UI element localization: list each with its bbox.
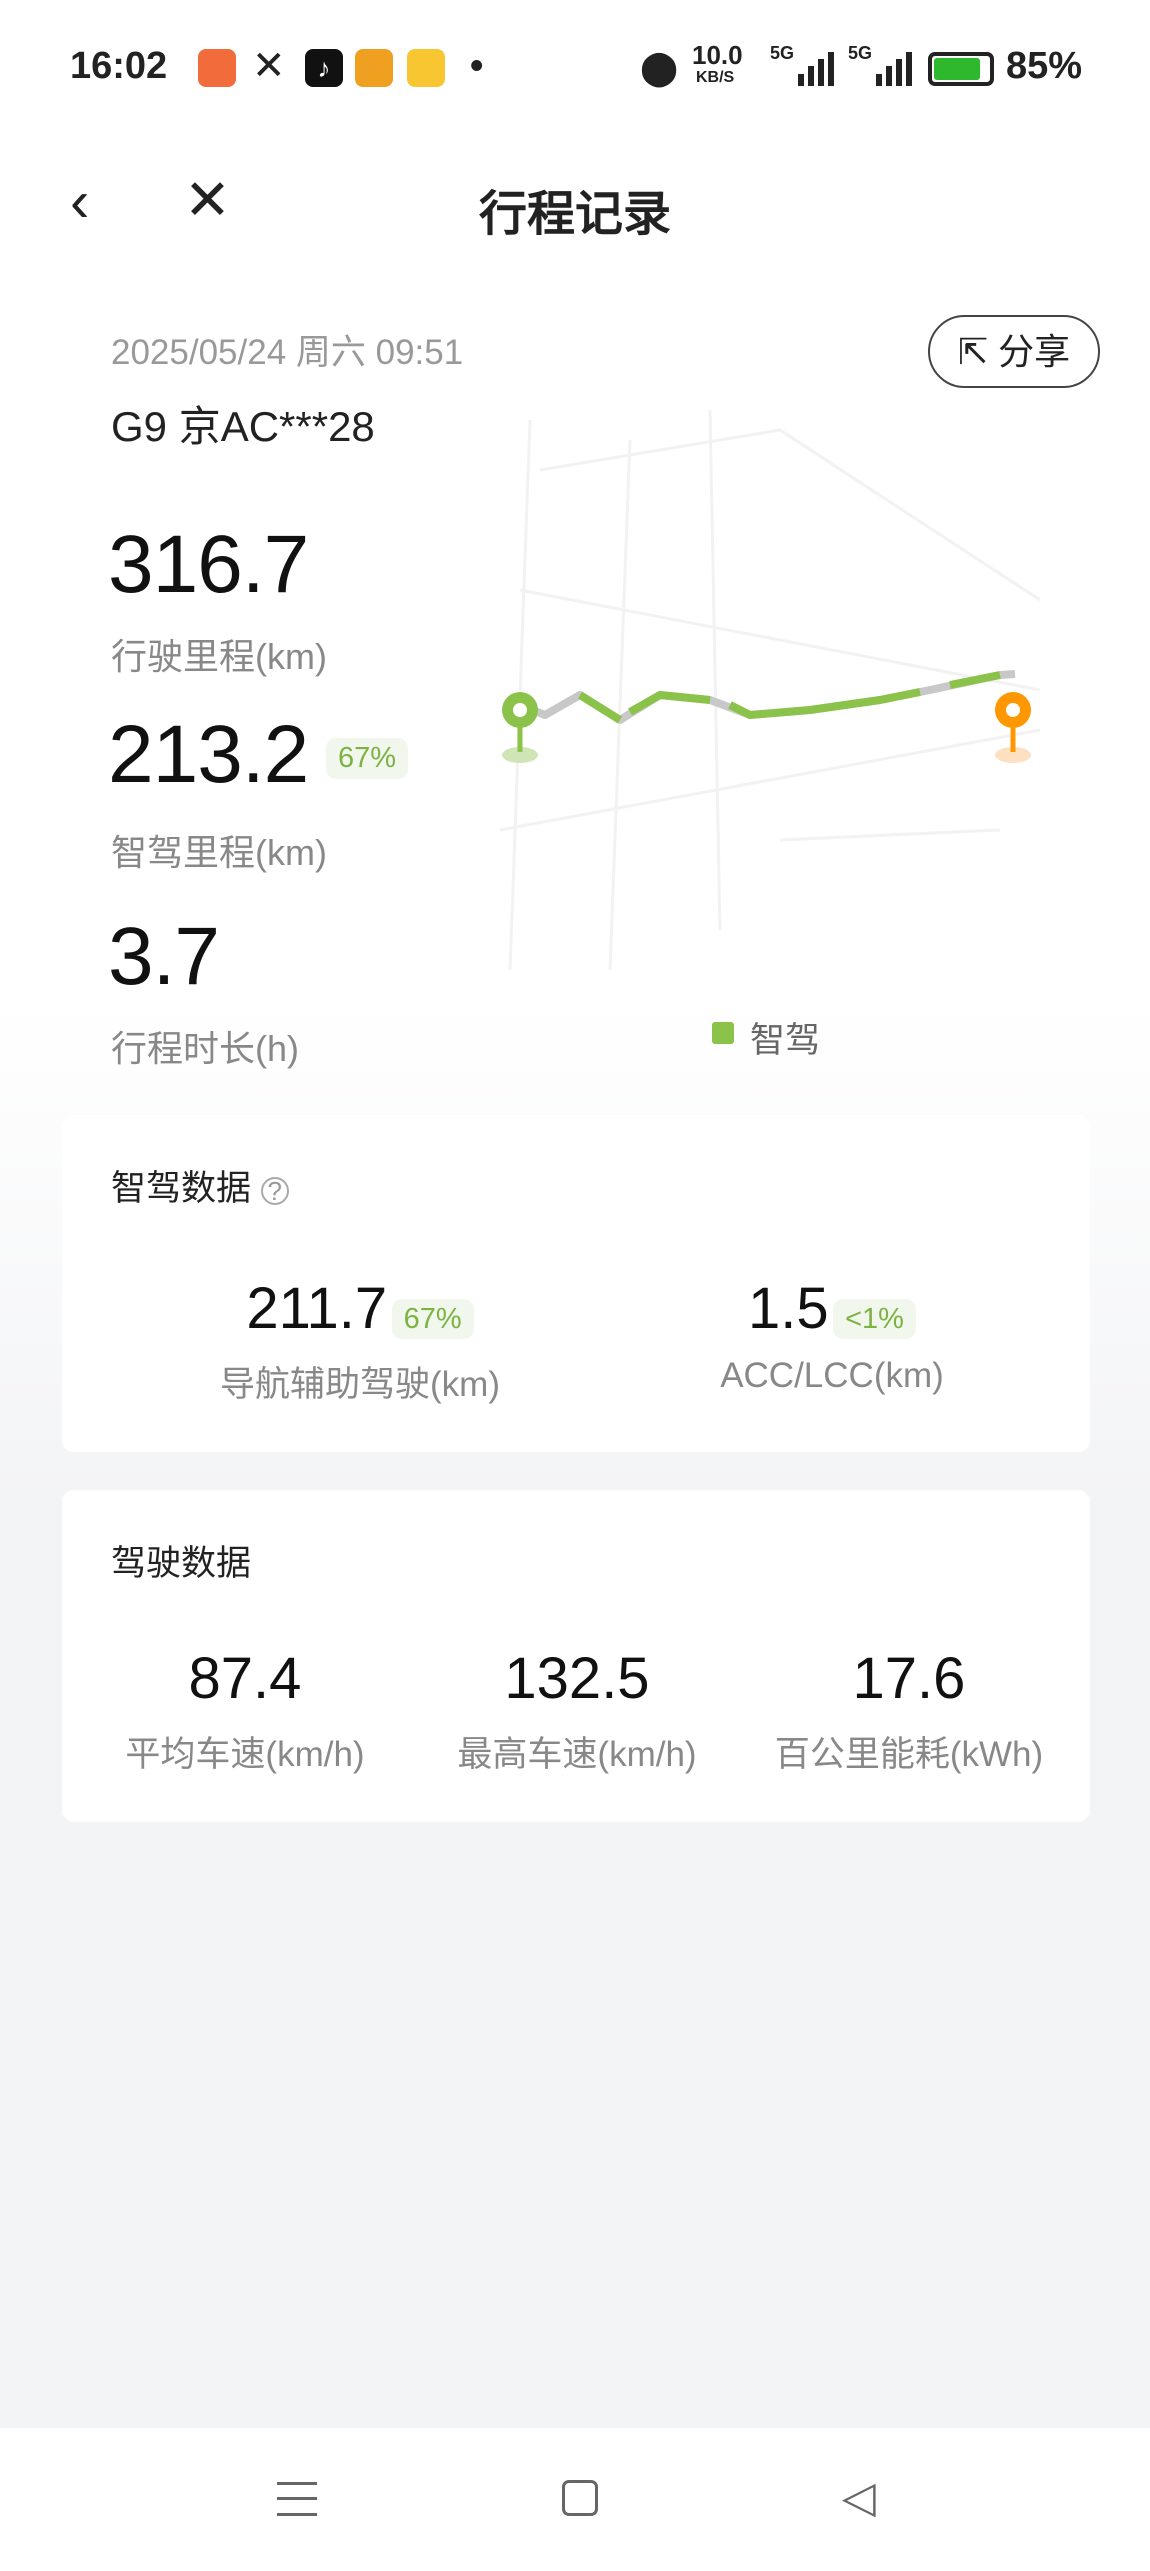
dot-icon: •: [470, 45, 484, 87]
status-bar: 16:02 ✕ ♪ • ⬤ 10.0 KB/S 5G 5G 85%: [0, 40, 1150, 96]
card-title: 驾驶数据: [111, 1544, 252, 1583]
distance-value: 316.7: [108, 519, 309, 610]
net-unit: KB/S: [696, 69, 735, 86]
location-icon: ⬤: [640, 49, 679, 87]
card-title: 智驾数据 ?: [111, 1160, 289, 1211]
imou-app-icon: [355, 49, 393, 87]
duration-label: 行程时长(h): [111, 1028, 299, 1069]
battery-icon: [928, 52, 994, 86]
share-icon: ⇱: [957, 331, 989, 372]
legend-smart-label: 智驾: [750, 1021, 821, 1060]
signal-5g-2: 5G: [848, 43, 873, 63]
end-pin-icon: [995, 692, 1031, 763]
duration-value: 3.7: [108, 911, 220, 1002]
energy-stat: 17.6 百公里能耗(kWh): [774, 1646, 1044, 1774]
car-app-icon: [407, 49, 445, 87]
signal-icon: [798, 52, 834, 86]
smart-pct-badge: 67%: [326, 738, 409, 779]
tiktok-app-icon: ♪: [305, 49, 343, 87]
menu-button[interactable]: [277, 2482, 317, 2516]
pct-badge: 67%: [391, 1299, 474, 1339]
start-pin-icon: [502, 692, 538, 763]
didi-app-icon: [198, 49, 236, 87]
clock: 16:02: [70, 45, 168, 87]
nav-assist-stat: 211.7 67% 导航辅助驾驶(km): [220, 1276, 500, 1404]
page-title: 行程记录: [478, 188, 671, 241]
back-nav-button[interactable]: ◁: [842, 2473, 876, 2522]
smart-driving-card: 智驾数据 ? 211.7 67% 导航辅助驾驶(km) 1.5 <1% ACC/…: [62, 1115, 1090, 1452]
home-button[interactable]: [562, 2480, 598, 2516]
back-button[interactable]: ‹: [70, 169, 90, 234]
acc-lcc-stat: 1.5 <1% ACC/LCC(km): [720, 1276, 944, 1395]
map-roads: [499, 409, 1041, 971]
driving-data-card: 驾驶数据 87.4 平均车速(km/h) 132.5 最高车速(km/h) 17.6…: [62, 1490, 1090, 1822]
help-icon[interactable]: ?: [260, 1177, 289, 1205]
close-button[interactable]: ✕: [184, 168, 231, 231]
signal-5g-1: 5G: [770, 43, 795, 63]
vehicle-plate: G9 京AC***28: [111, 403, 375, 450]
trip-datetime: 2025/05/24 周六 09:51: [111, 333, 464, 372]
xpeng-app-icon: ✕: [252, 44, 286, 88]
signal-icon: [876, 52, 912, 86]
net-speed: 10.0: [692, 40, 743, 70]
share-label: 分享: [998, 331, 1071, 372]
smart-distance-label: 智驾里程(km): [111, 832, 327, 873]
max-speed-stat: 132.5 最高车速(km/h): [457, 1646, 697, 1774]
system-nav-bar: ◁: [0, 2428, 1150, 2571]
route-map[interactable]: [480, 400, 1100, 980]
smart-distance-value: 213.2: [108, 709, 309, 800]
route-smart: [577, 671, 1001, 724]
pct-badge: <1%: [833, 1299, 916, 1339]
distance-label: 行驶里程(km): [111, 636, 327, 677]
avg-speed-stat: 87.4 平均车速(km/h): [125, 1646, 365, 1774]
legend-smart-swatch: [712, 1022, 734, 1044]
battery-percent: 85%: [1006, 45, 1083, 87]
share-button[interactable]: ⇱ 分享: [928, 315, 1100, 388]
